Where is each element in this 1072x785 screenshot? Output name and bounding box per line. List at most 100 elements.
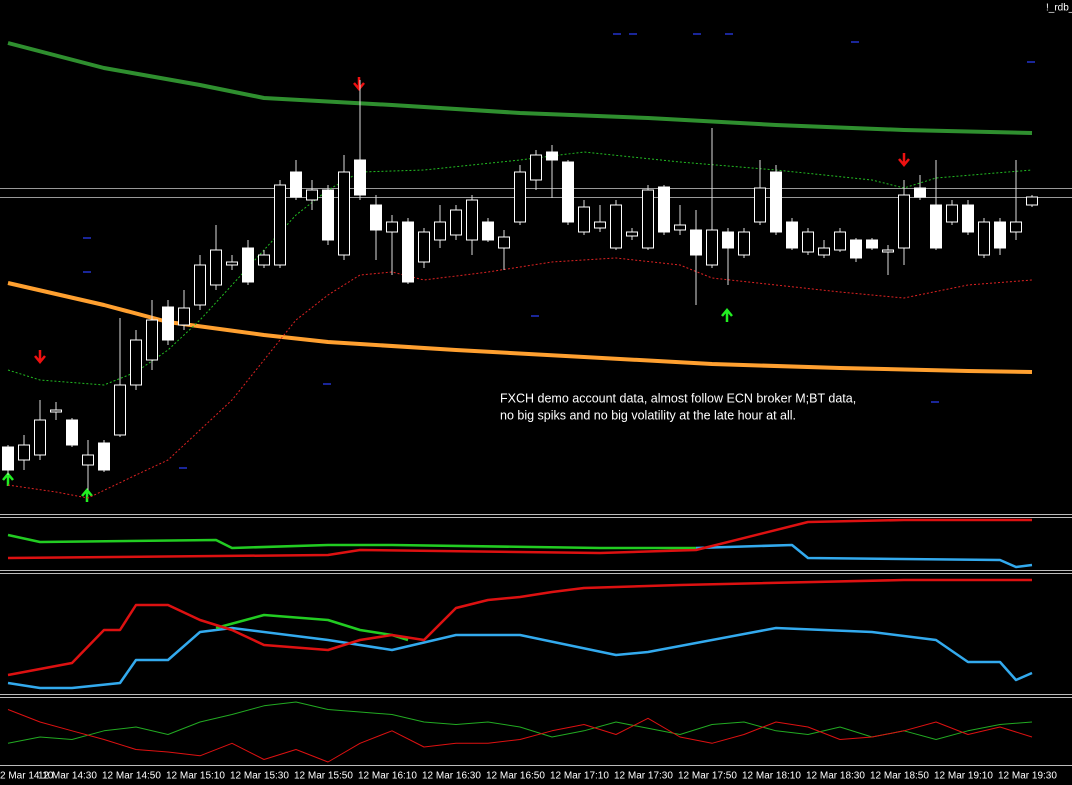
candle-body bbox=[754, 187, 766, 223]
candle-body bbox=[674, 224, 686, 231]
candle-body bbox=[578, 206, 590, 233]
candle-body bbox=[866, 239, 878, 249]
candle-body bbox=[994, 221, 1006, 249]
up-arrow bbox=[721, 308, 733, 322]
annotation: no big spiks and no big volatility at th… bbox=[500, 408, 796, 422]
candle-body bbox=[370, 204, 382, 231]
candle-body bbox=[898, 194, 910, 249]
candle-body bbox=[2, 446, 14, 471]
candle-body bbox=[18, 444, 30, 461]
candle-body bbox=[850, 239, 862, 259]
indicator-line bbox=[7, 709, 1033, 763]
candle-body bbox=[930, 204, 942, 249]
candle-body bbox=[130, 339, 142, 386]
candle-body bbox=[962, 204, 974, 233]
candle-body bbox=[194, 264, 206, 306]
candle-body bbox=[354, 159, 366, 196]
indicator-line bbox=[7, 626, 1033, 690]
candle-body bbox=[498, 236, 510, 249]
candle-body bbox=[34, 419, 46, 456]
marks bbox=[2, 41, 1038, 763]
candle-body bbox=[162, 306, 174, 341]
indicator-line bbox=[7, 41, 1033, 135]
indicator-line bbox=[7, 518, 1032, 560]
candle-body bbox=[50, 409, 62, 413]
candle-body bbox=[546, 151, 558, 161]
x-tick-label: 12 Mar 16:30 bbox=[422, 771, 481, 782]
candle-body bbox=[882, 249, 894, 253]
x-tick-label: 12 Mar 17:50 bbox=[678, 771, 737, 782]
candle-body bbox=[338, 171, 350, 256]
candle-body bbox=[322, 189, 334, 241]
candle-body bbox=[562, 161, 574, 223]
candle-body bbox=[658, 186, 670, 233]
x-tick-label: 12 Mar 16:10 bbox=[358, 771, 417, 782]
panel-separators bbox=[0, 514, 1072, 766]
candle-body bbox=[834, 231, 846, 251]
candle-body bbox=[626, 231, 638, 237]
indicator-line bbox=[7, 701, 1033, 744]
indicator-line bbox=[7, 578, 1032, 677]
level-dashes bbox=[83, 33, 1035, 469]
candle-body bbox=[402, 221, 414, 283]
down-arrow bbox=[34, 350, 46, 364]
annotation: FXCH demo account data, almost follow EC… bbox=[500, 391, 856, 405]
candle-body bbox=[82, 454, 94, 466]
x-tick-label: 12 Mar 15:10 bbox=[166, 771, 225, 782]
candle-body bbox=[978, 221, 990, 256]
candle-body bbox=[274, 184, 286, 266]
candle-body bbox=[690, 229, 702, 256]
candle-body bbox=[514, 171, 526, 223]
candle-body bbox=[434, 221, 446, 241]
candle-body bbox=[722, 231, 734, 249]
down-arrow bbox=[353, 77, 365, 91]
candle-body bbox=[802, 231, 814, 253]
x-tick-label: 12 Mar 19:10 bbox=[934, 771, 993, 782]
candle-body bbox=[418, 231, 430, 263]
candle-body bbox=[98, 442, 110, 471]
candle-body bbox=[706, 229, 718, 266]
candle-body bbox=[818, 247, 830, 256]
x-tick-label: 12 Mar 14:50 bbox=[102, 771, 161, 782]
candle-body bbox=[914, 187, 926, 198]
candle-body bbox=[226, 261, 238, 266]
x-tick-label: 12 Mar 15:30 bbox=[230, 771, 289, 782]
x-tick-label: 12 Mar 18:10 bbox=[742, 771, 801, 782]
candle-body bbox=[482, 221, 494, 241]
candle-body bbox=[306, 189, 318, 201]
x-tick-label: 2 Mar 14:10 bbox=[0, 771, 54, 782]
candle-body bbox=[66, 419, 78, 446]
candle-body bbox=[242, 247, 254, 283]
candle-body bbox=[210, 249, 222, 286]
candle-body bbox=[642, 189, 654, 249]
candle-body bbox=[258, 254, 270, 266]
candle-body bbox=[290, 171, 302, 198]
indicator-line bbox=[7, 533, 696, 550]
candle-body bbox=[450, 209, 462, 236]
indicator-line bbox=[7, 281, 1033, 374]
x-tick-label: 12 Mar 18:30 bbox=[806, 771, 865, 782]
up-arrow bbox=[81, 488, 93, 502]
candle-body bbox=[146, 319, 158, 361]
indicator-line bbox=[695, 543, 1033, 569]
x-tick-label: 12 Mar 19:30 bbox=[998, 771, 1057, 782]
candle-body bbox=[786, 221, 798, 249]
candle-body bbox=[770, 171, 782, 233]
x-tick-label: 12 Mar 17:30 bbox=[614, 771, 673, 782]
x-tick-label: 12 Mar 16:50 bbox=[486, 771, 545, 782]
indicator-line bbox=[7, 257, 1033, 499]
candle-body bbox=[530, 154, 542, 181]
candle-body bbox=[1010, 221, 1022, 233]
window-label: !_rdb_ bbox=[1046, 3, 1072, 14]
candle-body bbox=[594, 221, 606, 229]
candle-body bbox=[946, 204, 958, 223]
x-tick-label: 12 Mar 17:10 bbox=[550, 771, 609, 782]
candle-body bbox=[178, 307, 190, 326]
x-tick-label: 12 Mar 15:50 bbox=[294, 771, 353, 782]
x-tick-label: 12 Mar 14:30 bbox=[38, 771, 97, 782]
candle-body bbox=[738, 231, 750, 256]
candle-body bbox=[1026, 196, 1038, 206]
candle-body bbox=[466, 199, 478, 241]
candle-body bbox=[386, 221, 398, 233]
